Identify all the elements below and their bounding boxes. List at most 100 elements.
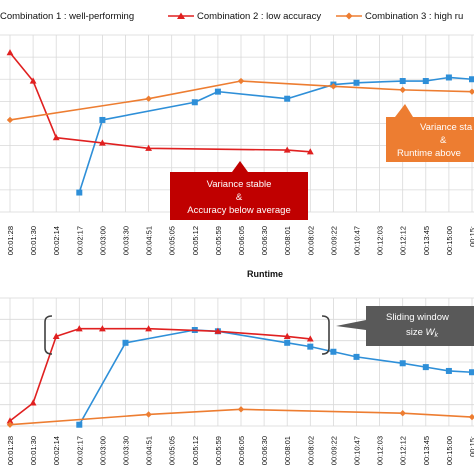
x-tick-label: 00:15: (468, 436, 474, 457)
x-tick-label: 00:05:59 (214, 226, 223, 255)
callout-sliding-window: Sliding window size Wk (336, 306, 474, 346)
data-point-c1 (330, 348, 337, 355)
callout-orange-line-1: Variance sta (420, 122, 473, 133)
data-point-c3 (6, 421, 14, 428)
data-point-c1 (399, 78, 406, 85)
data-point-c1 (307, 343, 314, 350)
data-point-c2 (29, 77, 37, 84)
callout-orange-pointer (395, 104, 413, 117)
x-tick-label: 00:06:30 (260, 436, 269, 465)
x-tick-label: 00:02:14 (52, 436, 61, 465)
data-point-c3 (399, 86, 406, 94)
x-tick-label: 00:06:30 (260, 226, 269, 255)
x-tick-label: 00:13:45 (422, 436, 431, 465)
series-line-c3 (9, 80, 473, 121)
x-tick-label: 00:12:03 (376, 226, 385, 255)
callout-orange-line-2: & (440, 135, 447, 146)
x-tick-label: 00:10:47 (353, 226, 362, 255)
x-tick-label: 00:04:51 (145, 436, 154, 465)
legend-label-3: Combination 3 : high ru (365, 11, 463, 22)
x-tick-label: 00:05:59 (214, 436, 223, 465)
series-line-c1 (78, 329, 473, 426)
x-tick-label: 00:05:12 (191, 226, 200, 255)
x-tick-label: 00:08:02 (306, 226, 315, 255)
data-point-c1 (76, 189, 83, 196)
data-point-c1 (284, 339, 291, 346)
data-point-c1 (422, 364, 429, 371)
x-tick-label: 00:03:00 (98, 226, 107, 255)
data-point-c1 (399, 360, 406, 367)
data-point-c3 (237, 77, 245, 85)
callout-gray-line-1: Sliding window (386, 312, 449, 323)
data-point-c1 (353, 353, 360, 360)
callout-red-line-1: Variance stable (207, 179, 272, 190)
data-point-c1 (469, 76, 474, 83)
bottom-chart-series (6, 325, 474, 428)
top-chart-x-tick-labels: 00:01:28 00:01:30 00:02:14 00:02:17 00:03:00… (6, 226, 474, 255)
callout-red-line-2: & (236, 192, 243, 203)
data-point-c2 (52, 332, 60, 339)
callout-variance-accuracy: Variance stable & Accuracy below average (170, 161, 308, 220)
callout-variance-runtime: Variance sta & Runtime above (386, 104, 474, 162)
x-tick-label: 00:12:12 (399, 226, 408, 255)
x-tick-label: 00:03:30 (122, 226, 131, 255)
top-chart-series (6, 49, 474, 196)
x-tick-label: 00:01:30 (29, 436, 38, 465)
legend-label-1: Combination 1 : well-performing (0, 11, 134, 22)
x-tick-label: 00:08:02 (306, 436, 315, 465)
data-point-c3 (6, 116, 14, 124)
data-point-c3 (145, 411, 152, 418)
data-point-c1 (284, 95, 291, 102)
data-point-c2 (306, 335, 314, 342)
x-tick-label: 00:01:28 (6, 436, 15, 465)
x-tick-label: 00:03:00 (98, 436, 107, 465)
data-point-c1 (422, 78, 429, 85)
data-point-c2 (283, 332, 291, 339)
data-point-c1 (445, 367, 452, 374)
window-bracket-left (44, 315, 53, 355)
callout-orange-line-3: Runtime above (397, 148, 461, 159)
data-point-c3 (237, 406, 245, 413)
data-point-c1 (122, 339, 129, 346)
data-point-c1 (445, 74, 452, 81)
x-tick-label: 00:05:12 (191, 436, 200, 465)
data-point-c2 (6, 417, 14, 424)
data-point-c2 (145, 144, 152, 151)
x-tick-label: 00:13:45 (422, 226, 431, 255)
x-tick-label: 00:03:30 (122, 436, 131, 465)
legend-triangle-marker (177, 12, 185, 19)
top-chart-x-axis-title: Runtime (247, 269, 283, 279)
legend-entry-2: Combination 2 : low accuracy (168, 11, 321, 22)
callout-gray-box (336, 306, 474, 346)
data-point-c2 (75, 325, 83, 332)
data-point-c3 (330, 83, 337, 90)
x-tick-label: 00:02:14 (52, 226, 61, 255)
x-tick-label: 00:12:03 (376, 436, 385, 465)
callout-orange-box (386, 117, 474, 162)
data-point-c3 (399, 410, 406, 417)
x-tick-label: 00:02:17 (75, 226, 84, 255)
x-tick-label: 00:02:17 (75, 436, 84, 465)
sliding-window-brackets (44, 315, 330, 355)
x-tick-label: 00:15:00 (445, 436, 454, 465)
data-point-c2 (145, 325, 152, 332)
data-point-c1 (469, 369, 474, 376)
data-point-c1 (353, 79, 360, 86)
data-point-c2 (99, 139, 106, 146)
x-tick-label: 00:08:01 (283, 436, 292, 465)
series-line-c2 (9, 327, 311, 422)
legend-label-2: Combination 2 : low accuracy (197, 11, 321, 22)
x-tick-label: 00:09:22 (329, 436, 338, 465)
bottom-chart-x-tick-labels: 00:01:28 00:01:30 00:02:14 00:02:17 00:03:00… (6, 436, 474, 465)
x-tick-label: 00:09:22 (329, 226, 338, 255)
x-tick-label: 00:06:05 (237, 226, 246, 255)
data-point-c2 (306, 148, 314, 155)
data-point-c3 (145, 95, 152, 102)
data-point-c2 (29, 399, 37, 406)
x-tick-label: 00:01:30 (29, 226, 38, 255)
x-tick-label: 00:01:28 (6, 226, 15, 255)
data-point-c1 (191, 99, 198, 106)
x-tick-label: 00:12:12 (399, 436, 408, 465)
callout-gray-variable: W (426, 327, 436, 338)
